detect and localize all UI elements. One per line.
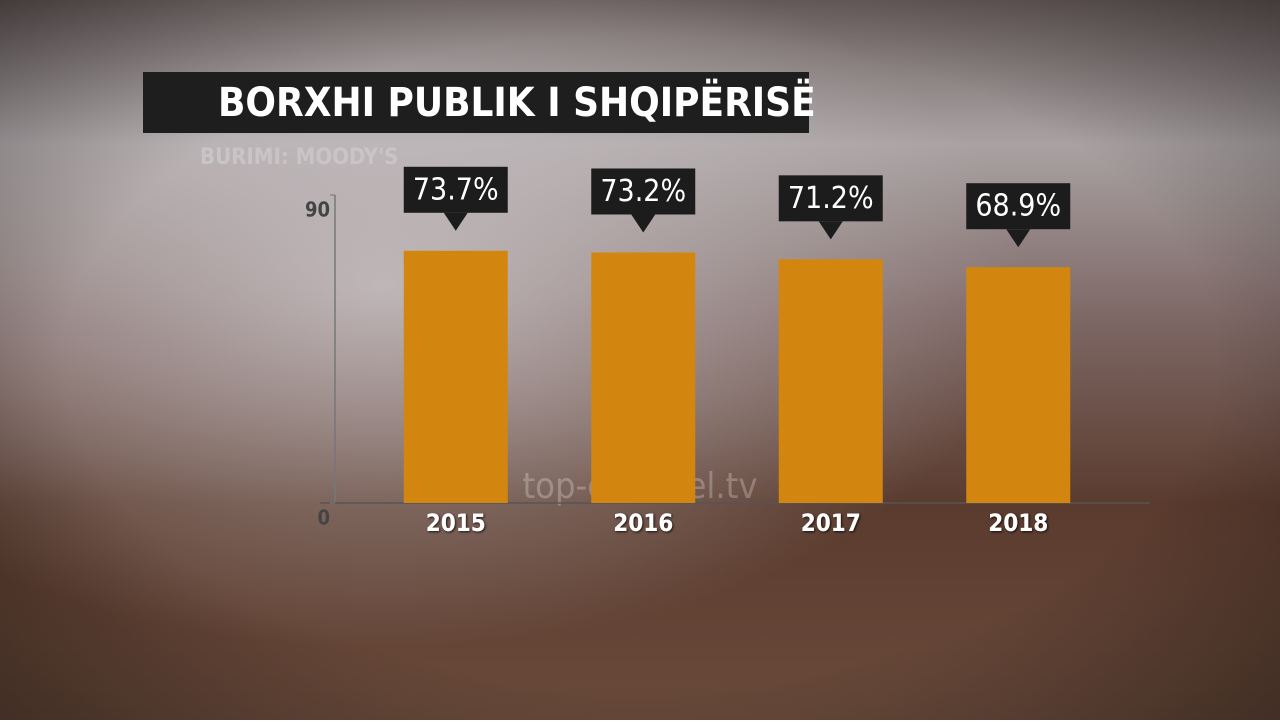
value-label-pointer xyxy=(631,214,656,233)
bar xyxy=(403,250,508,503)
title-box xyxy=(143,72,809,133)
chart-title: BORXHI PUBLIK I SHQIPËRISË xyxy=(218,78,816,126)
bar xyxy=(778,259,883,503)
value-label-box xyxy=(591,168,696,215)
value-label: 71.2% xyxy=(788,181,874,216)
value-label-pointer xyxy=(818,221,843,240)
x-tick-label: 2017 xyxy=(801,509,861,537)
y-tick-label: 0 xyxy=(317,506,330,530)
x-tick-label: 2018 xyxy=(988,509,1048,537)
value-label-box xyxy=(403,166,508,213)
value-label-box xyxy=(966,183,1071,230)
value-label-pointer xyxy=(443,212,468,231)
value-label-pointer xyxy=(1006,229,1031,248)
source: BURIMI: MOODY'S xyxy=(200,145,398,170)
x-tick-label: 2015 xyxy=(426,509,486,537)
value-label: 73.2% xyxy=(600,174,686,209)
bar xyxy=(966,267,1071,503)
y-tick-label: 90 xyxy=(305,198,330,222)
value-label: 73.7% xyxy=(413,172,499,207)
x-tick-label: 2016 xyxy=(613,509,673,537)
value-label: 68.9% xyxy=(975,189,1061,224)
value-label-box xyxy=(778,175,883,222)
bar xyxy=(591,252,696,503)
